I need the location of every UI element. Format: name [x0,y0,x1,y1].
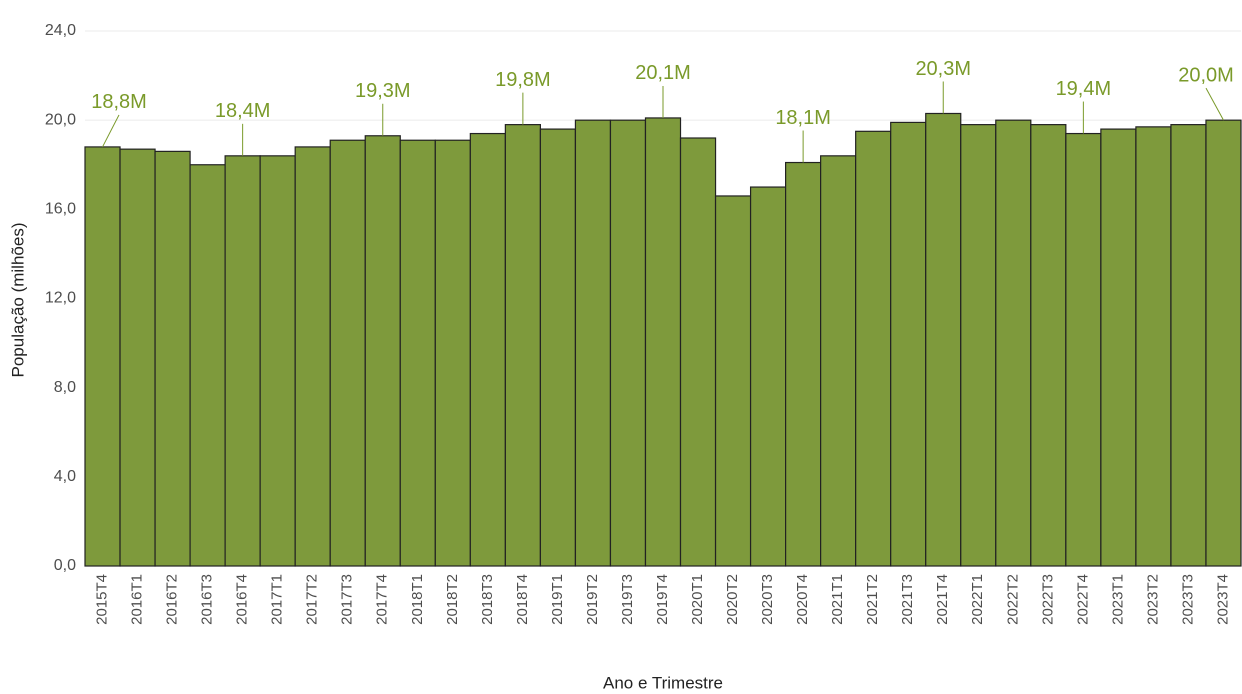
bar [154,150,191,567]
x-tick-label: 2017T4 [374,574,391,625]
bar [294,146,331,567]
label-leader [102,114,120,148]
x-tick-label: 2016T3 [199,574,216,625]
x-tick-label: 2022T4 [1074,574,1091,625]
x-tick-label: 2023T4 [1214,574,1231,625]
value-label: 18,8M [91,91,147,113]
bar [1205,119,1242,567]
value-label: 18,4M [215,100,271,122]
bar [855,130,892,567]
x-axis-title: Ano e Trimestre [603,673,723,692]
value-label: 20,1M [635,62,691,84]
x-tick-label: 2019T1 [549,574,566,625]
bar [925,112,962,567]
bar [224,155,261,567]
x-tick-label: 2020T4 [794,574,811,625]
bar [574,119,612,567]
bar [504,124,541,567]
x-tick-label: 2015T4 [93,574,110,625]
bar [714,195,752,567]
x-tick-label: 2019T2 [584,574,601,625]
bar [1170,124,1207,567]
bar [539,128,577,567]
value-label: 19,8M [495,69,551,91]
bar [84,146,121,567]
bar [890,121,927,567]
bar [679,137,717,567]
y-tick-label: 24,0 [45,22,76,39]
bar [609,119,647,567]
x-tick-label: 2018T4 [514,574,531,625]
y-tick-label: 4,0 [54,468,76,485]
bar [1135,126,1172,567]
y-tick-label: 20,0 [45,111,76,128]
x-tick-label: 2017T2 [304,574,321,625]
x-tick-label: 2023T1 [1109,574,1126,625]
bar [785,161,822,567]
value-label: 18,1M [775,107,831,129]
bar [749,186,787,567]
y-tick-label: 0,0 [54,557,76,574]
y-tick-label: 12,0 [45,290,76,307]
bar [820,155,857,567]
x-tick-label: 2018T1 [409,574,426,625]
y-axis-title: População (milhões) [8,223,27,378]
x-tick-label: 2016T4 [234,574,251,625]
y-tick-label: 8,0 [54,379,76,396]
x-tick-label: 2023T3 [1179,574,1196,625]
bar [995,119,1032,567]
bar [960,124,997,567]
bar [1030,124,1067,567]
x-tick-label: 2016T2 [164,574,181,625]
label-leader [1205,87,1224,121]
bar [329,139,366,567]
x-tick-label: 2019T3 [619,574,636,625]
x-tick-label: 2017T1 [269,574,286,625]
y-tick-label: 16,0 [45,201,76,218]
x-tick-label: 2017T3 [339,574,356,625]
bar [1065,132,1102,567]
x-tick-label: 2022T1 [969,574,986,625]
x-tick-label: 2020T2 [724,574,741,625]
x-tick-label: 2018T3 [479,574,496,625]
x-tick-label: 2020T1 [689,574,706,625]
x-tick-label: 2020T3 [759,574,776,625]
value-label: 19,3M [355,80,411,102]
x-tick-label: 2021T4 [934,574,951,625]
x-tick-label: 2021T1 [829,574,846,625]
x-tick-label: 2021T3 [899,574,916,625]
bar [644,117,682,567]
bar [1100,128,1137,567]
bar [119,148,156,567]
value-label: 20,3M [915,58,971,80]
x-tick-label: 2021T2 [864,574,881,625]
bar [189,164,226,567]
bar [364,135,401,567]
value-label: 19,4M [1056,78,1112,100]
x-tick-label: 2018T2 [444,574,461,625]
x-tick-label: 2019T4 [654,574,671,625]
x-tick-label: 2022T3 [1039,574,1056,625]
bar [469,132,506,567]
bar [399,139,436,567]
bar [259,155,296,567]
value-label: 20,0M [1178,64,1234,86]
x-tick-label: 2022T2 [1004,574,1021,625]
x-tick-label: 2016T1 [129,574,146,625]
bar [434,139,471,567]
x-tick-label: 2023T2 [1144,574,1161,625]
